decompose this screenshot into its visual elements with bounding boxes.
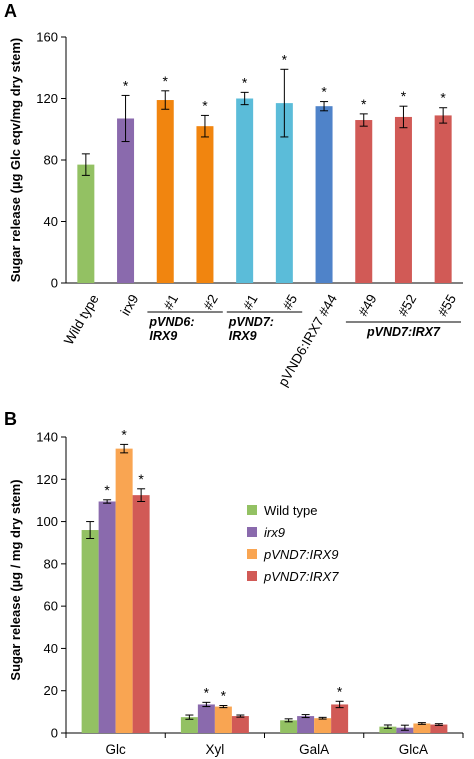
y-tick-label-b: 100 (36, 514, 58, 529)
group-label-line-a: pVND7:IRX7 (366, 325, 441, 339)
category-label-a: #1 (240, 292, 261, 313)
significance-star-a: * (202, 97, 208, 113)
bar-b (98, 501, 116, 733)
y-tick-label-b: 140 (36, 430, 58, 445)
significance-star-a: * (440, 90, 446, 106)
bar-b (81, 530, 99, 733)
category-label-b: GalA (299, 742, 329, 757)
panel-letter-b: B (4, 409, 17, 429)
category-label-a: #5 (280, 292, 301, 313)
y-axis-title-b: Sugar release (µg / mg dry stem) (8, 479, 23, 680)
significance-star-a: * (282, 51, 288, 67)
significance-star-a: * (163, 73, 169, 89)
y-tick-label-b: 120 (36, 472, 58, 487)
y-tick-label-a: 0 (51, 276, 58, 291)
significance-star-b: * (138, 471, 144, 487)
bar-b (430, 724, 448, 733)
legend-label-b: pVND7:IRX7 (263, 569, 339, 584)
category-label-a: irx9 (118, 292, 142, 318)
significance-star-b: * (204, 684, 210, 700)
y-tick-label-a: 160 (36, 30, 58, 45)
category-label-a: #55 (435, 292, 459, 319)
bar-a (315, 106, 333, 283)
significance-star-a: * (242, 74, 248, 90)
y-tick-label-b: 20 (44, 683, 58, 698)
bar-b (297, 716, 315, 733)
y-tick-label-b: 0 (51, 726, 58, 741)
legend-swatch-b (247, 527, 257, 537)
y-tick-label-a: 40 (44, 214, 58, 229)
significance-star-a: * (123, 77, 129, 93)
bar-b (180, 717, 198, 733)
bar-b (280, 720, 298, 733)
group-label-line-a: IRX9 (229, 329, 257, 343)
bar-a (434, 115, 452, 283)
significance-star-a: * (401, 88, 407, 104)
group-label-a: pVND7:IRX7 (366, 325, 441, 339)
significance-star-b: * (104, 482, 110, 498)
bar-b (379, 726, 397, 733)
significance-star-a: * (361, 96, 367, 112)
bar-a (196, 126, 214, 283)
category-label-b: Xyl (205, 742, 224, 757)
category-label-a: #52 (395, 292, 419, 319)
y-tick-label-b: 80 (44, 556, 58, 571)
category-label-a: #2 (200, 292, 221, 313)
bar-b (413, 723, 431, 733)
category-label-b: GlcA (399, 742, 428, 757)
y-tick-label-b: 40 (44, 641, 58, 656)
category-label-a: #1 (161, 292, 182, 313)
y-tick-label-a: 120 (36, 91, 58, 106)
significance-star-b: * (221, 688, 227, 704)
bar-a (355, 120, 373, 284)
significance-star-b: * (337, 683, 343, 699)
category-label-a: #49 (355, 292, 379, 319)
significance-star-b: * (121, 426, 127, 442)
legend-label-b: Wild type (264, 503, 317, 518)
bar-b (197, 704, 215, 733)
bar-b (331, 704, 349, 733)
legend-swatch-b (247, 571, 257, 581)
group-label-line-a: pVND6: (148, 315, 194, 329)
bar-b (214, 706, 232, 733)
bar-a (77, 164, 95, 283)
significance-star-a: * (321, 84, 327, 100)
bar-a (156, 100, 174, 283)
bar-b (132, 495, 150, 733)
bar-b (231, 716, 249, 733)
panel-letter-a: A (4, 1, 17, 21)
bar-a (394, 116, 412, 283)
bar-a (236, 98, 254, 283)
group-label-line-a: IRX9 (149, 329, 177, 343)
y-tick-label-b: 60 (44, 599, 58, 614)
group-label-a: pVND6: IRX9 (148, 315, 194, 343)
legend-swatch-b (247, 505, 257, 515)
bar-a (275, 103, 293, 283)
bar-b (314, 718, 332, 733)
bar-a (117, 118, 135, 283)
bar-b (115, 448, 133, 733)
legend-swatch-b (247, 549, 257, 559)
legend-label-b: irx9 (264, 525, 285, 540)
legend-label-b: pVND7:IRX9 (263, 547, 338, 562)
y-axis-title-a: Sugar release (µg Glc eqv/mg dry stem) (8, 38, 23, 282)
group-label-a: pVND7: IRX9 (228, 315, 274, 343)
category-label-b: Glc (106, 742, 127, 757)
category-label-a: Wild type (61, 292, 102, 348)
y-tick-label-a: 80 (44, 153, 58, 168)
group-label-line-a: pVND7: (228, 315, 274, 329)
